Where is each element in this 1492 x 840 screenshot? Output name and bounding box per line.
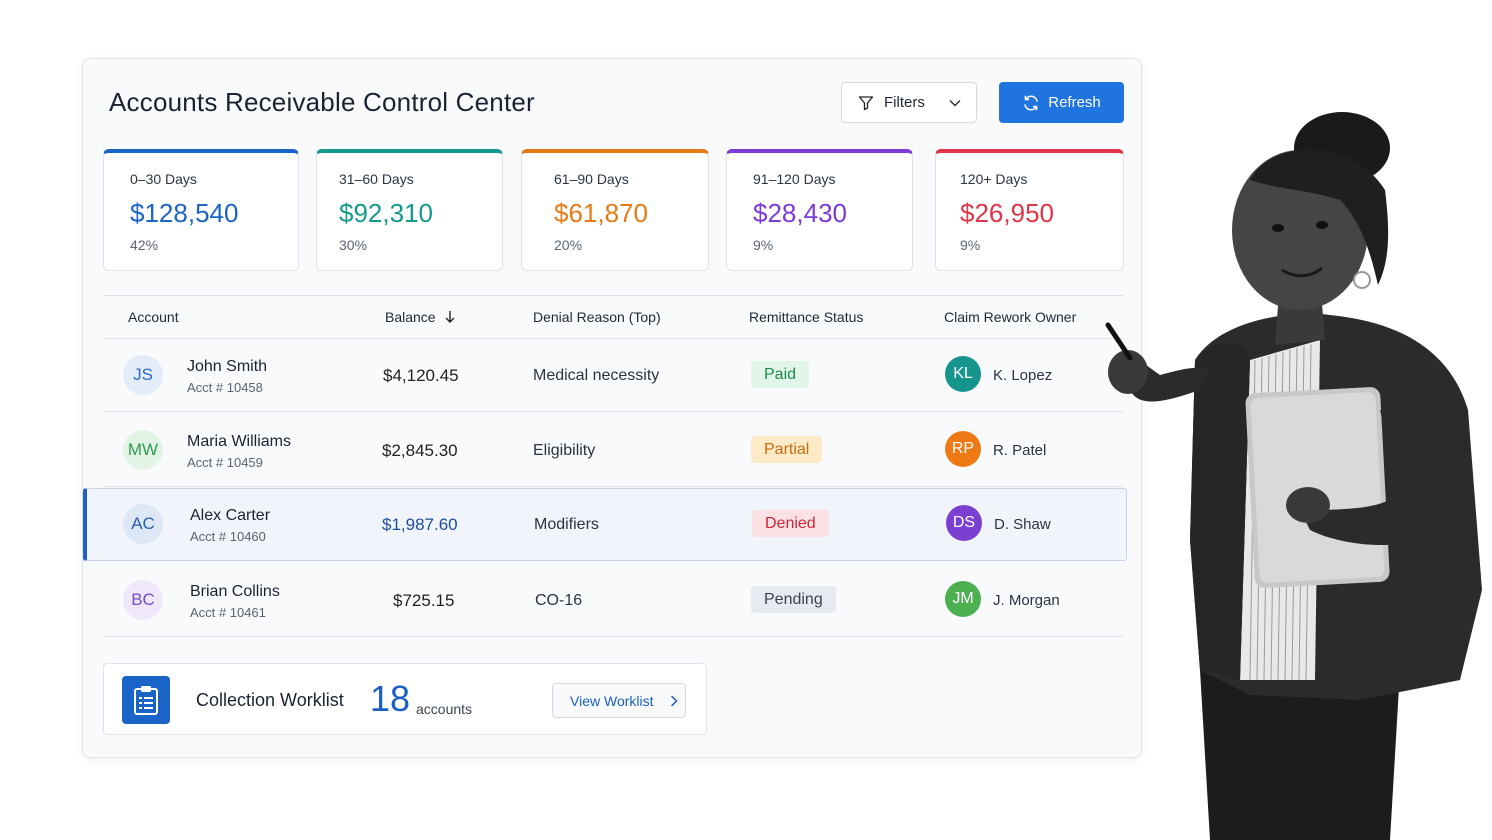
owner-name: K. Lopez (993, 367, 1053, 384)
worklist-title: Collection Worklist (196, 690, 344, 710)
aging-amount: $128,540 (130, 198, 239, 228)
table-row[interactable]: JS John Smith Acct # 10458 $4,120.45 Med… (103, 338, 1123, 412)
table-row-selected[interactable]: AC Alex Carter Acct # 10460 $1,987.60 Mo… (83, 488, 1127, 561)
aging-percent: 20% (554, 237, 583, 253)
aging-range: 31–60 Days (339, 171, 414, 187)
account-number: Acct # 10459 (187, 455, 263, 470)
accounts-table: Account Balance Denial Reason (Top) Remi… (83, 295, 1127, 641)
worklist-count: 18 (370, 678, 411, 719)
owner-avatar: KL (945, 356, 981, 392)
column-header-account[interactable]: Account (128, 309, 179, 325)
account-name: John Smith (187, 358, 268, 375)
aging-percent: 9% (753, 237, 774, 253)
table-row[interactable]: BC Brian Collins Acct # 10461 $725.15 CO… (103, 563, 1123, 637)
presenter-illustration (1105, 112, 1482, 840)
column-header-remittance-status[interactable]: Remittance Status (749, 309, 863, 325)
aging-card-31-60[interactable]: 31–60 Days $92,310 30% (316, 149, 503, 271)
aging-percent: 42% (130, 237, 159, 253)
refresh-label: Refresh (1048, 94, 1101, 111)
balance-value: $1,987.60 (382, 515, 458, 534)
account-number: Acct # 10460 (190, 529, 266, 544)
balance-value: $725.15 (393, 591, 455, 610)
owner-name: R. Patel (993, 442, 1047, 459)
account-name: Maria Williams (187, 433, 291, 450)
column-label: Denial Reason (Top) (533, 309, 661, 325)
filters-button[interactable]: Filters (841, 82, 977, 123)
column-header-balance[interactable]: Balance (385, 309, 456, 325)
aging-range: 61–90 Days (554, 171, 629, 187)
clipboard-icon (122, 676, 170, 724)
filter-icon (858, 95, 874, 111)
denial-reason: Medical necessity (533, 367, 660, 384)
denial-reason: Modifiers (534, 516, 599, 533)
aging-card-61-90[interactable]: 61–90 Days $61,870 20% (521, 149, 709, 271)
avatar: BC (123, 580, 163, 620)
page-title: Accounts Receivable Control Center (109, 87, 535, 117)
owner-avatar: DS (946, 505, 982, 541)
owner-avatar: RP (945, 431, 981, 467)
filters-label: Filters (884, 94, 925, 111)
aging-range: 0–30 Days (130, 171, 197, 187)
aging-amount: $28,430 (753, 198, 847, 228)
table-header: Account Balance Denial Reason (Top) Remi… (103, 295, 1123, 339)
account-number: Acct # 10461 (190, 605, 266, 620)
sort-arrow-down-icon (444, 310, 456, 324)
denial-reason: Eligibility (533, 442, 596, 459)
avatar: MW (123, 430, 163, 470)
aging-amount: $92,310 (339, 198, 433, 228)
owner-avatar: JM (945, 581, 981, 617)
aging-card-91-120[interactable]: 91–120 Days $28,430 9% (726, 149, 913, 271)
column-header-denial-reason[interactable]: Denial Reason (Top) (533, 309, 661, 325)
account-name: Brian Collins (190, 583, 280, 600)
avatar: AC (123, 504, 163, 544)
owner-name: J. Morgan (993, 592, 1060, 609)
worklist-unit: accounts (416, 701, 473, 717)
status-badge: Denied (752, 510, 829, 537)
refresh-icon (1022, 94, 1040, 112)
view-worklist-label: View Worklist (570, 692, 654, 709)
aging-range: 91–120 Days (753, 171, 836, 187)
account-number: Acct # 10458 (187, 380, 263, 395)
aging-percent: 30% (339, 237, 368, 253)
collection-worklist-card: Collection Worklist 18 accounts View Wor… (103, 663, 707, 735)
account-name: Alex Carter (190, 507, 271, 524)
refresh-button[interactable]: Refresh (999, 82, 1124, 123)
status-badge: Partial (751, 436, 823, 463)
aging-amount: $26,950 (960, 198, 1054, 228)
chevron-down-icon (949, 99, 961, 107)
column-header-owner[interactable]: Claim Rework Owner (944, 309, 1076, 325)
aging-range: 120+ Days (960, 171, 1028, 187)
column-label: Claim Rework Owner (944, 309, 1077, 325)
table-row[interactable]: MW Maria Williams Acct # 10459 $2,845.30… (103, 413, 1123, 487)
chevron-right-icon (670, 694, 678, 707)
column-label: Remittance Status (749, 309, 864, 325)
aging-card-120-plus[interactable]: 120+ Days $26,950 9% (935, 149, 1124, 271)
aging-card-0-30[interactable]: 0–30 Days $128,540 42% (103, 149, 299, 271)
denial-reason: CO-16 (535, 592, 583, 609)
owner-name: D. Shaw (994, 516, 1051, 533)
status-badge: Pending (751, 586, 836, 613)
balance-value: $2,845.30 (382, 441, 458, 460)
status-badge: Paid (751, 361, 810, 388)
view-worklist-button[interactable]: View Worklist (552, 683, 686, 718)
aging-amount: $61,870 (554, 198, 648, 228)
column-label: Balance (385, 309, 436, 325)
avatar: JS (123, 355, 163, 395)
ar-control-panel: Accounts Receivable Control Center Filte… (82, 58, 1142, 758)
aging-percent: 9% (960, 237, 981, 253)
column-label: Account (128, 309, 179, 325)
balance-value: $4,120.45 (383, 366, 459, 385)
